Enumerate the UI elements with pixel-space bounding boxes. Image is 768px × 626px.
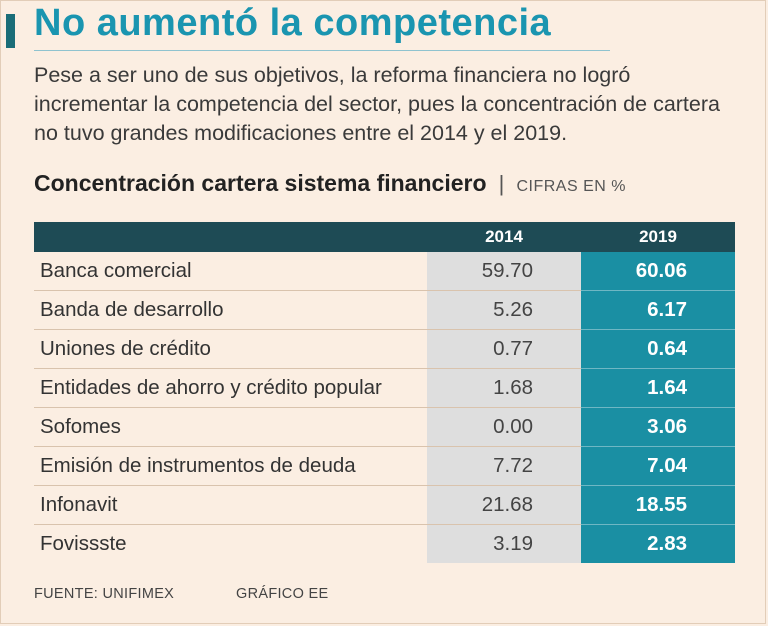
value-2019: 0.64: [581, 329, 735, 369]
value-2019: 7.04: [581, 446, 735, 486]
concentration-table: 2014 2019 Banca comercial 59.70 60.06 Banda…: [34, 222, 735, 563]
table-row: Infonavit 21.68 18.55: [34, 485, 735, 525]
graphic-credit: GRÁFICO EE: [236, 586, 329, 602]
table-body: Banca comercial 59.70 60.06 Banda de desarr…: [34, 252, 735, 563]
value-2014: 5.26: [427, 290, 581, 330]
table-row: Sofomes 0.00 3.06: [34, 407, 735, 447]
table-row: Emisión de instrumentos de deuda 7.72 7.04: [34, 446, 735, 486]
table-row: Fovissste 3.19 2.83: [34, 524, 735, 563]
header-2019: 2019: [581, 222, 735, 252]
intro-paragraph: Pese a ser uno de sus objetivos, la refo…: [34, 63, 720, 145]
header-2014: 2014: [427, 222, 581, 252]
value-2014: 1.68: [427, 368, 581, 408]
table-row: Banda de desarrollo 5.26 6.17: [34, 290, 735, 330]
row-label: Sofomes: [34, 407, 427, 447]
title-divider: [34, 50, 610, 51]
table-row: Banca comercial 59.70 60.06: [34, 252, 735, 291]
value-2014: 0.77: [427, 329, 581, 369]
row-label: Fovissste: [34, 524, 427, 563]
source-note: FUENTE: UNIFIMEX: [34, 586, 175, 602]
value-2014: 7.72: [427, 446, 581, 486]
table-row: Entidades de ahorro y crédito popular 1.6…: [34, 368, 735, 408]
unit-label: CIFRAS EN %: [516, 178, 626, 195]
title-accent-bar: [6, 14, 15, 48]
table-header-row: 2014 2019: [34, 222, 735, 252]
value-2019: 3.06: [581, 407, 735, 447]
table-row: Uniones de crédito 0.77 0.64: [34, 329, 735, 369]
value-2014: 21.68: [427, 485, 581, 525]
table-subtitle: Concentración cartera sistema financiero…: [34, 170, 626, 197]
table-title: Concentración cartera sistema financiero: [34, 170, 487, 196]
value-2019: 2.83: [581, 524, 735, 563]
row-label: Banda de desarrollo: [34, 290, 427, 330]
value-2019: 6.17: [581, 290, 735, 330]
row-label: Infonavit: [34, 485, 427, 525]
header-category: [34, 222, 427, 252]
row-label: Banca comercial: [34, 252, 427, 291]
value-2019: 18.55: [581, 485, 735, 525]
value-2014: 59.70: [427, 252, 581, 291]
subtitle-separator: |: [498, 171, 505, 196]
value-2014: 3.19: [427, 524, 581, 563]
value-2014: 0.00: [427, 407, 581, 447]
value-2019: 60.06: [581, 252, 735, 291]
row-label: Uniones de crédito: [34, 329, 427, 369]
row-label: Emisión de instrumentos de deuda: [34, 446, 427, 486]
value-2019: 1.64: [581, 368, 735, 408]
row-label: Entidades de ahorro y crédito popular: [34, 368, 427, 408]
page-title: No aumentó la competencia: [34, 2, 552, 44]
